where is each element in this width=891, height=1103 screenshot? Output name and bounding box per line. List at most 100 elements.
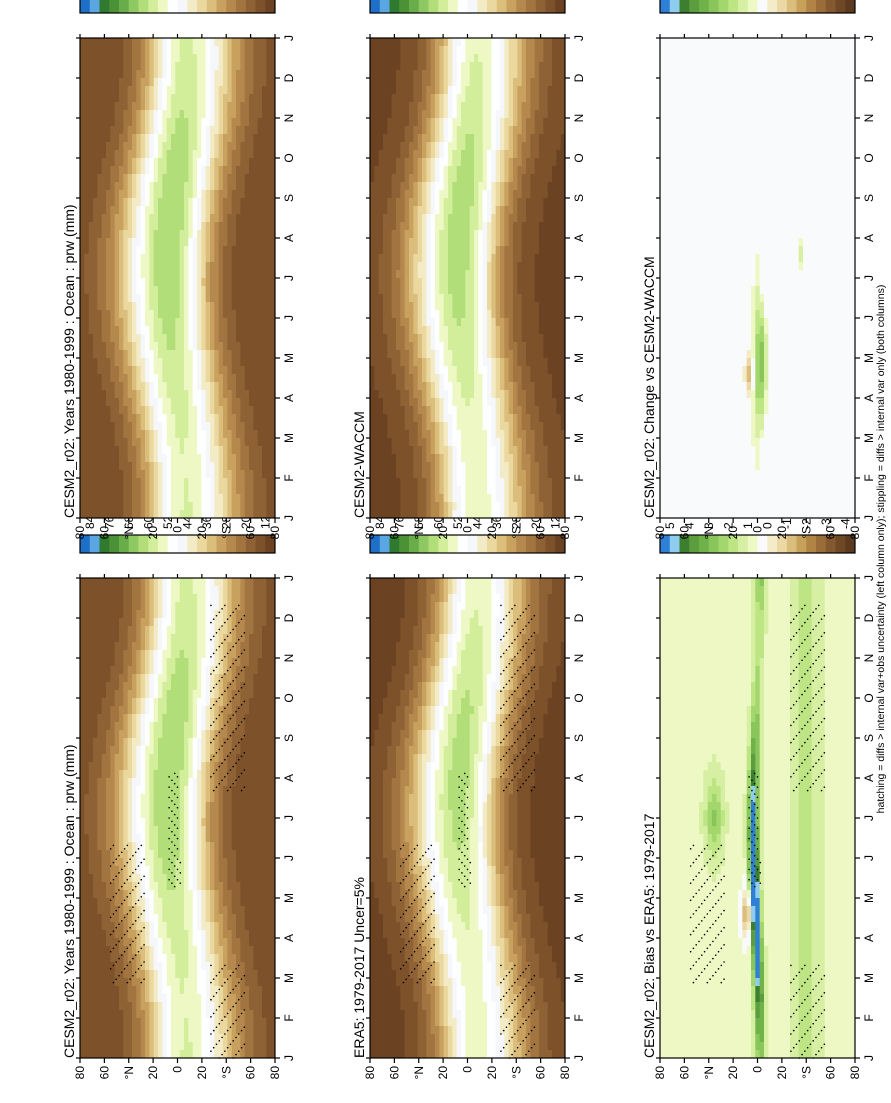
heatmap-cell (452, 794, 457, 802)
heatmap-cell (556, 754, 561, 762)
heatmap-cell (461, 1018, 466, 1026)
heatmap-cell (457, 850, 462, 858)
heatmap-cell (119, 1050, 124, 1058)
heatmap-cell (132, 842, 137, 850)
heatmap-cell (548, 874, 553, 882)
heatmap-cell (530, 930, 535, 938)
heatmap-cell (84, 1050, 89, 1058)
heatmap-cell (500, 754, 505, 762)
heatmap-cell (223, 714, 228, 722)
heatmap-cell (253, 834, 258, 842)
heatmap-cell (249, 650, 254, 658)
heatmap-cell (444, 866, 449, 874)
heatmap-cell (167, 594, 172, 602)
heatmap-cell (422, 786, 427, 794)
heatmap-cell (539, 1050, 544, 1058)
heatmap-cell (383, 754, 388, 762)
heatmap-cell (405, 914, 410, 922)
heatmap-cell (522, 754, 527, 762)
heatmap-cell (97, 994, 102, 1002)
heatmap-cell (413, 1026, 418, 1034)
heatmap-cell (426, 890, 431, 898)
stipple-dot (244, 718, 246, 720)
heatmap-cell (383, 962, 388, 970)
heatmap-cell (102, 722, 107, 730)
stipple-dot (230, 632, 232, 634)
heatmap-cell (214, 858, 219, 866)
heatmap-cell (422, 802, 427, 810)
heatmap-cell (219, 690, 224, 698)
heatmap-cell (400, 1034, 405, 1042)
heatmap-cell (162, 842, 167, 850)
heatmap-cell (193, 850, 198, 858)
heatmap-cell (232, 946, 237, 954)
stipple-dot (129, 893, 131, 895)
heatmap-cell (119, 962, 124, 970)
heatmap-cell (530, 866, 535, 874)
heatmap-cell (180, 778, 185, 786)
heatmap-cell (444, 810, 449, 818)
heatmap-cell (504, 810, 509, 818)
heatmap-cell (93, 754, 98, 762)
heatmap-cell (409, 1002, 414, 1010)
heatmap-cell (119, 922, 124, 930)
heatmap-cell (465, 778, 470, 786)
heatmap-cell (201, 746, 206, 754)
heatmap-cell (119, 666, 124, 674)
heatmap-cell (158, 1010, 163, 1018)
heatmap-cell (201, 938, 206, 946)
heatmap-cell (379, 874, 384, 882)
heatmap-cell (452, 730, 457, 738)
heatmap-cell (379, 842, 384, 850)
heatmap-cell (522, 786, 527, 794)
heatmap-cell (240, 882, 245, 890)
heatmap-cell (184, 698, 189, 706)
heatmap-cell (102, 690, 107, 698)
heatmap-cell (413, 954, 418, 962)
heatmap-cell (162, 930, 167, 938)
heatmap-cell (158, 834, 163, 842)
heatmap-cell (539, 890, 544, 898)
stipple-dot (230, 683, 232, 685)
heatmap-cell (84, 706, 89, 714)
heatmap-cell (145, 802, 150, 810)
heatmap-cell (448, 786, 453, 794)
heatmap-cell (236, 890, 241, 898)
heatmap-cell (409, 890, 414, 898)
stipple-dot (238, 1033, 240, 1035)
heatmap-cell (232, 690, 237, 698)
stipple-dot (174, 865, 176, 867)
heatmap-cell (509, 914, 514, 922)
heatmap-cell (535, 1010, 540, 1018)
heatmap-cell (97, 634, 102, 642)
heatmap-cell (556, 962, 561, 970)
heatmap-cell (535, 962, 540, 970)
heatmap-cell (115, 666, 120, 674)
stipple-dot (218, 989, 220, 991)
heatmap-cell (500, 890, 505, 898)
heatmap-cell (123, 690, 128, 698)
heatmap-cell (548, 746, 553, 754)
heatmap-cell (106, 602, 111, 610)
heatmap-cell (426, 922, 431, 930)
heatmap-cell (141, 986, 146, 994)
heatmap-cell (97, 810, 102, 818)
heatmap-cell (193, 1002, 198, 1010)
heatmap-cell (439, 1002, 444, 1010)
heatmap-cell (487, 826, 492, 834)
heatmap-cell (379, 850, 384, 858)
heatmap-cell (400, 738, 405, 746)
heatmap-cell (539, 994, 544, 1002)
heatmap-cell (556, 874, 561, 882)
heatmap-cell (219, 874, 224, 882)
stipple-dot (221, 762, 223, 764)
heatmap-cell (444, 794, 449, 802)
heatmap-cell (556, 858, 561, 866)
heatmap-cell (158, 1050, 163, 1058)
heatmap-cell (227, 762, 232, 770)
heatmap-cell (84, 842, 89, 850)
heatmap-cell (110, 946, 115, 954)
stipple-dot (140, 879, 142, 881)
heatmap-cell (418, 874, 423, 882)
heatmap-cell (188, 706, 193, 714)
